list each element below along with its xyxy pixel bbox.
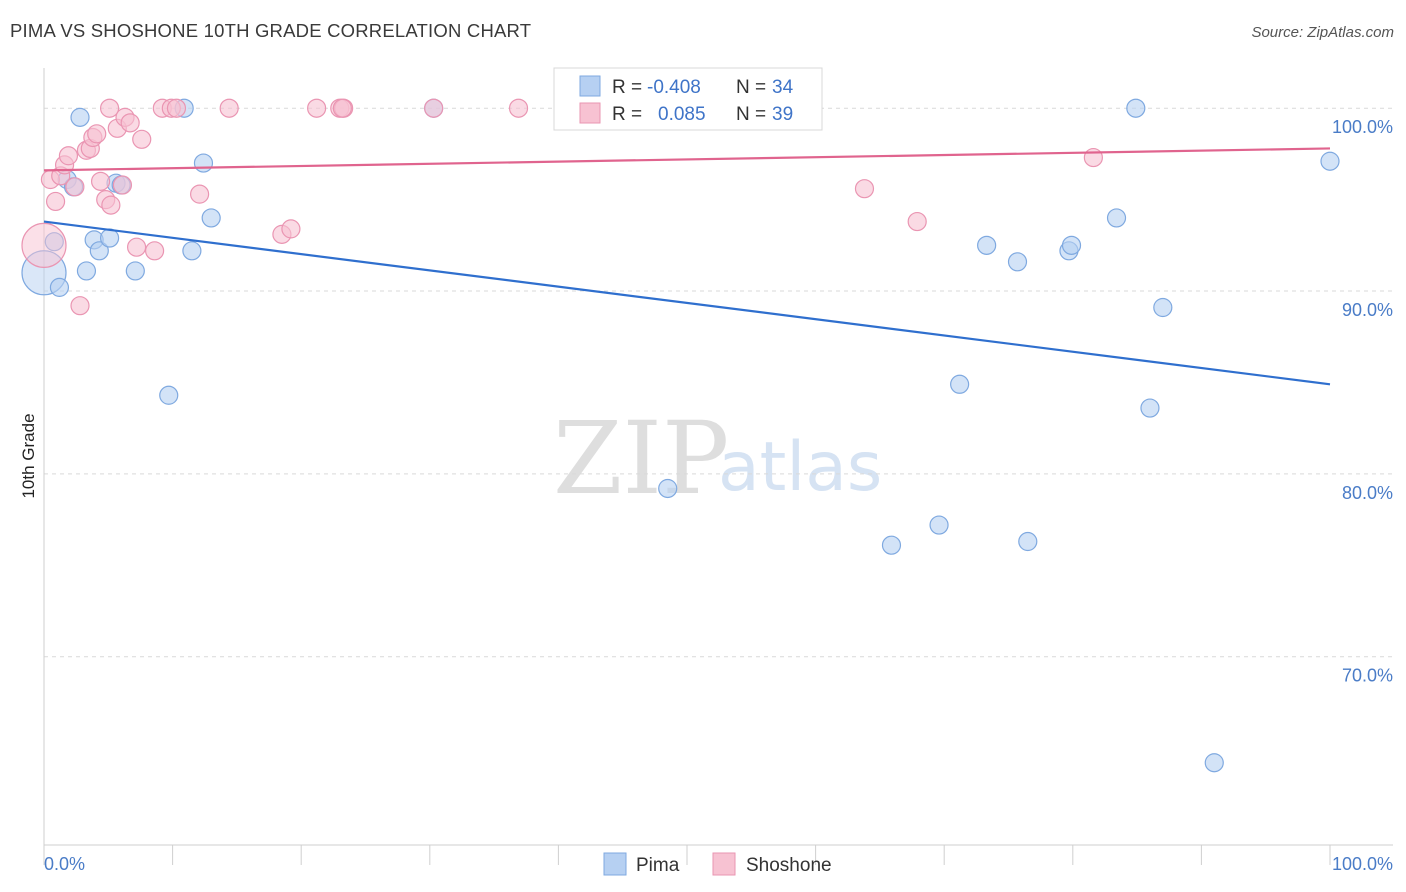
legend-item-shoshone[interactable]: Shoshone [712, 852, 832, 876]
pima-point-17 [201, 208, 221, 228]
pima-point-22 [950, 374, 970, 394]
shoshone-point-0 [21, 222, 67, 268]
pima-point-31 [1153, 297, 1173, 318]
pima-trend-line [43, 220, 1331, 386]
legend-item-pima[interactable]: Pima [603, 852, 680, 876]
shoshone-point-21 [132, 129, 152, 149]
y-tick-labels: 100.0% 90.0% 80.0% 70.0% [1332, 117, 1393, 685]
pima-point-19 [658, 478, 678, 499]
shoshone-point-27 [219, 98, 239, 118]
legend-swatch-shoshone [712, 852, 736, 876]
pima-point-21 [929, 515, 949, 535]
shoshone-point-6 [65, 177, 85, 197]
pima-point-28 [1106, 208, 1127, 228]
stats-legend-box: R = -0.408 N = 34 R = 0.085 N = 39 [553, 67, 823, 131]
y-tick-label-1: 90.0% [1342, 300, 1393, 320]
stats-shoshone-n-label: N = [736, 104, 766, 125]
pima-point-6 [76, 261, 97, 281]
axes-layer [43, 68, 1393, 846]
stats-pima-n-label: N = [736, 77, 766, 98]
shoshone-trend-line [43, 147, 1331, 172]
shoshone-point-38 [332, 98, 352, 118]
shoshone-point-34 [508, 98, 529, 118]
shoshone-point-14 [101, 195, 121, 215]
shoshone-point-26 [190, 184, 210, 204]
shoshone-point-12 [90, 171, 111, 191]
shoshone-point-29 [281, 219, 301, 239]
pima-point-20 [881, 535, 902, 555]
trend-layer [43, 147, 1331, 386]
shoshone-point-19 [120, 113, 140, 133]
shoshone-point-33 [424, 98, 444, 118]
chart-source: Source: ZipAtlas.com [1251, 24, 1394, 41]
pima-point-27 [1061, 235, 1082, 255]
pima-point-29 [1126, 98, 1146, 118]
shoshone-point-15 [99, 98, 120, 118]
shoshone-point-17 [112, 175, 133, 195]
pima-point-13 [159, 385, 179, 405]
pima-point-5 [70, 107, 90, 127]
stats-shoshone-n-value: 39 [772, 104, 793, 125]
stats-shoshone-r-value: 0.085 [658, 104, 706, 125]
shoshone-point-20 [126, 237, 147, 257]
shoshone-point-11 [87, 124, 107, 144]
chart-title: PIMA VS SHOSHONE 10TH GRADE CORRELATION … [10, 20, 532, 41]
stats-shoshone-r-label: R = [612, 104, 642, 125]
pima-point-32 [1204, 753, 1224, 773]
shoshone-point-35 [854, 179, 875, 199]
pima-point-8 [89, 241, 109, 261]
stats-pima-r-label: R = [612, 77, 642, 98]
pima-point-25 [1018, 531, 1038, 552]
stats-swatch-pima [579, 75, 601, 97]
bottom-legend: Pima Shoshone [603, 852, 832, 876]
pima-point-24 [1007, 252, 1028, 272]
pima-point-2 [49, 277, 70, 297]
shoshone-point-5 [58, 146, 79, 166]
stats-swatch-shoshone [579, 102, 601, 124]
pima-point-16 [182, 241, 202, 261]
stats-pima-n-value: 34 [772, 77, 794, 98]
x-tick-label-1: 100.0% [1332, 854, 1393, 874]
legend-swatch-pima [603, 852, 627, 876]
pima-point-30 [1140, 398, 1160, 418]
shoshone-point-2 [45, 191, 66, 212]
watermark: ZIP atlas [553, 400, 882, 517]
y-axis-label: 10th Grade [19, 413, 38, 498]
x-tick-labels: 0.0% 100.0% [44, 854, 1393, 874]
shoshone-point-30 [307, 98, 327, 118]
stats-pima-r-value: -0.408 [647, 77, 701, 98]
pima-point-23 [977, 235, 997, 255]
shoshone-point-7 [70, 296, 90, 316]
pima-point-33 [1320, 151, 1340, 171]
legend-label-pima: Pima [636, 855, 680, 876]
watermark-atlas: atlas [718, 428, 882, 507]
watermark-zip: ZIP [553, 400, 729, 517]
y-tick-label-2: 80.0% [1342, 483, 1393, 503]
shoshone-point-36 [907, 211, 927, 232]
y-tick-label-3: 70.0% [1342, 666, 1393, 686]
pima-point-15 [193, 153, 214, 173]
shoshone-point-25 [166, 98, 187, 118]
legend-label-shoshone: Shoshone [746, 855, 832, 876]
shoshone-point-22 [144, 241, 165, 261]
x-tick-label-0: 0.0% [44, 854, 85, 874]
y-tick-label-0: 100.0% [1332, 117, 1393, 137]
pima-point-12 [125, 261, 145, 281]
